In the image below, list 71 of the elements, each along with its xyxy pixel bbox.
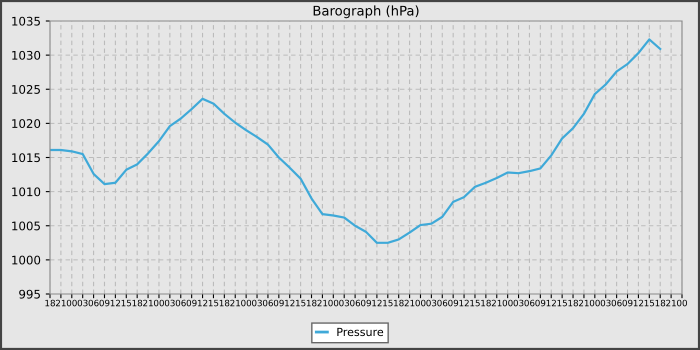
x-tick-label: 15	[644, 300, 654, 306]
x-tick-label: 15	[383, 300, 393, 306]
x-tick-label: 18	[306, 300, 316, 306]
x-tick-label: 18	[656, 300, 666, 306]
x-tick-label: 09	[186, 300, 197, 306]
x-tick-label: 00	[590, 300, 600, 306]
x-tick-label: 03	[252, 300, 262, 306]
x-tick-label: 12	[285, 300, 294, 306]
x-tick-label: 03	[600, 300, 611, 306]
x-tick-label: 00	[66, 300, 77, 306]
x-tick-label: 03	[339, 300, 350, 306]
x-tick-label: 06	[524, 300, 534, 306]
x-tick-label: 00	[415, 300, 426, 306]
x-tick-label: 00	[154, 300, 164, 306]
y-tick-label: 1035	[12, 16, 40, 26]
legend-label: Pressure	[337, 328, 384, 336]
x-tick-label: 15	[470, 300, 480, 306]
x-tick-label: 15	[296, 300, 306, 306]
x-tick-label: 12	[546, 300, 556, 306]
x-tick-label: 12	[459, 300, 469, 306]
x-tick-label: 03	[514, 300, 524, 306]
x-tick-label: 06	[88, 300, 99, 306]
chart-title: Barograph (hPa)	[314, 5, 418, 18]
y-tick-label: 1000	[12, 256, 40, 265]
x-tick-label: 21	[317, 300, 328, 306]
line-series	[50, 38, 662, 244]
x-tick-label: 00	[502, 300, 513, 306]
x-tick-label: 09	[535, 300, 546, 306]
x-tick-label: 21	[56, 300, 66, 306]
y-tick-label: 995	[19, 290, 40, 299]
x-tick-label: 06	[176, 300, 186, 306]
x-tick-label: 15	[208, 300, 218, 306]
x-tick-label: 18	[394, 300, 404, 306]
y-tick-label: 1020	[12, 119, 40, 128]
x-tick-label: 15	[558, 300, 567, 306]
x-tick-label: 21	[143, 300, 153, 306]
x-tick-label: 03	[78, 300, 88, 306]
y-tick-label: 1010	[12, 187, 40, 196]
x-tick-label: 09	[448, 300, 458, 306]
x-tick-label: 03	[426, 300, 436, 306]
x-tick-label: 15	[122, 300, 132, 306]
x-tick-label: 18	[568, 300, 578, 306]
x-tick-label: 21	[492, 300, 502, 306]
x-tick-label: 06	[262, 300, 273, 306]
x-tick-label: 21	[666, 300, 676, 306]
x-tick-label: 12	[372, 300, 382, 306]
x-tick-label: 06	[437, 300, 448, 306]
x-tick-label: 18	[45, 300, 55, 306]
x-tick-label: 21	[230, 300, 240, 306]
x-tick-label: 12	[110, 300, 120, 306]
x-tick-label: 18	[481, 300, 491, 306]
x-tick-label: 06	[350, 300, 360, 306]
x-tick-label: 12	[634, 300, 644, 306]
x-tick-label: 00	[328, 300, 338, 306]
x-tick-label: 09	[361, 300, 371, 306]
x-tick-label: 00	[241, 300, 252, 306]
x-tick-label: 21	[579, 300, 589, 306]
y-tick-label: 1025	[12, 84, 40, 94]
x-tick-label: 00	[677, 300, 687, 306]
x-tick-label: 03	[164, 300, 175, 306]
x-tick-label: 09	[274, 300, 284, 306]
x-tick-label: 21	[404, 300, 414, 306]
x-tick-label: 09	[622, 300, 632, 306]
x-tick-label: 12	[198, 300, 208, 306]
x-tick-label: 18	[132, 300, 142, 306]
y-tick-label: 1015	[12, 153, 40, 162]
x-tick-label: 06	[612, 300, 622, 306]
x-tick-label: 18	[220, 300, 230, 306]
x-tick-label: 09	[99, 300, 110, 306]
y-tick-label: 1030	[12, 50, 40, 60]
y-tick-label: 1005	[12, 221, 40, 230]
